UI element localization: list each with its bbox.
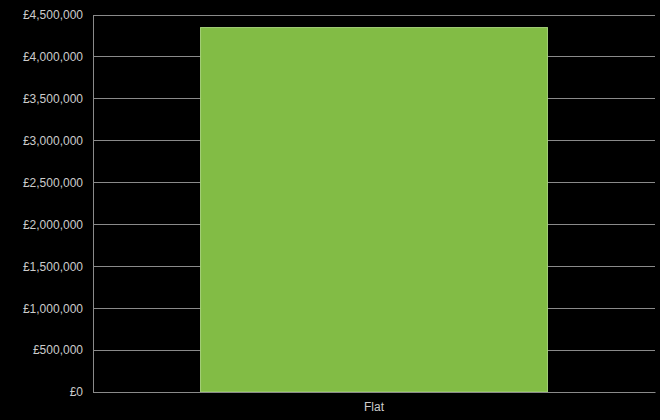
grid-line	[93, 15, 655, 16]
y-tick-label: £2,500,000	[23, 176, 83, 190]
y-tick-label: £3,500,000	[23, 92, 83, 106]
y-tick: £2,000,000	[23, 218, 93, 232]
plot: £0 £500,000 £1,000,000 £1,500,000 £2,000,000…	[23, 8, 656, 413]
y-axis-line	[93, 16, 94, 393]
y-tick: £3,000,000	[23, 134, 93, 148]
y-tick: £0	[70, 385, 93, 399]
x-tick: Flat	[364, 392, 385, 414]
y-tick: £3,500,000	[23, 92, 93, 106]
chart: £0 £500,000 £1,000,000 £1,500,000 £2,000,000…	[0, 0, 660, 420]
grid	[93, 15, 655, 392]
x-tick-label: Flat	[364, 400, 385, 414]
y-tick-label: £3,000,000	[23, 134, 83, 148]
x-axis-line	[94, 392, 656, 393]
y-tick-label: £1,000,000	[23, 302, 83, 316]
y-tick-label: £4,000,000	[23, 50, 83, 64]
x-axis: Flat	[94, 392, 656, 414]
y-tick: £1,500,000	[23, 260, 93, 274]
y-tick-label: £0	[70, 385, 84, 399]
y-tick: £1,000,000	[23, 302, 93, 316]
y-tick: £500,000	[33, 343, 93, 357]
y-axis: £0 £500,000 £1,000,000 £1,500,000 £2,000,000…	[23, 8, 94, 399]
background	[0, 0, 660, 420]
y-tick-label: £4,500,000	[23, 8, 83, 22]
y-tick-label: £1,500,000	[23, 260, 83, 274]
y-tick-label: £2,000,000	[23, 218, 83, 232]
y-tick: £4,500,000	[23, 8, 93, 22]
y-tick-label: £500,000	[33, 343, 83, 357]
bars	[201, 28, 548, 392]
y-tick: £2,500,000	[23, 176, 93, 190]
bar	[201, 28, 548, 392]
y-tick: £4,000,000	[23, 50, 93, 64]
